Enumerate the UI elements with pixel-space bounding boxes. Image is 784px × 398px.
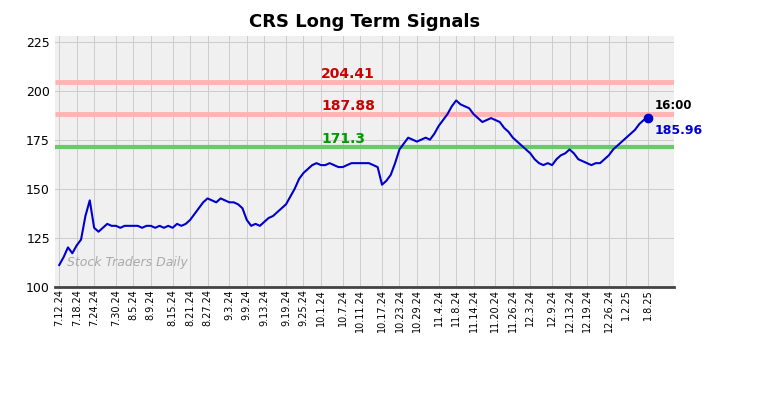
Text: 16:00: 16:00 [655,99,692,112]
Text: Stock Traders Daily: Stock Traders Daily [67,256,188,269]
Text: 204.41: 204.41 [321,67,375,81]
Text: 185.96: 185.96 [655,124,702,137]
Text: 187.88: 187.88 [321,100,375,113]
Text: 171.3: 171.3 [321,132,365,146]
Title: CRS Long Term Signals: CRS Long Term Signals [249,14,480,31]
